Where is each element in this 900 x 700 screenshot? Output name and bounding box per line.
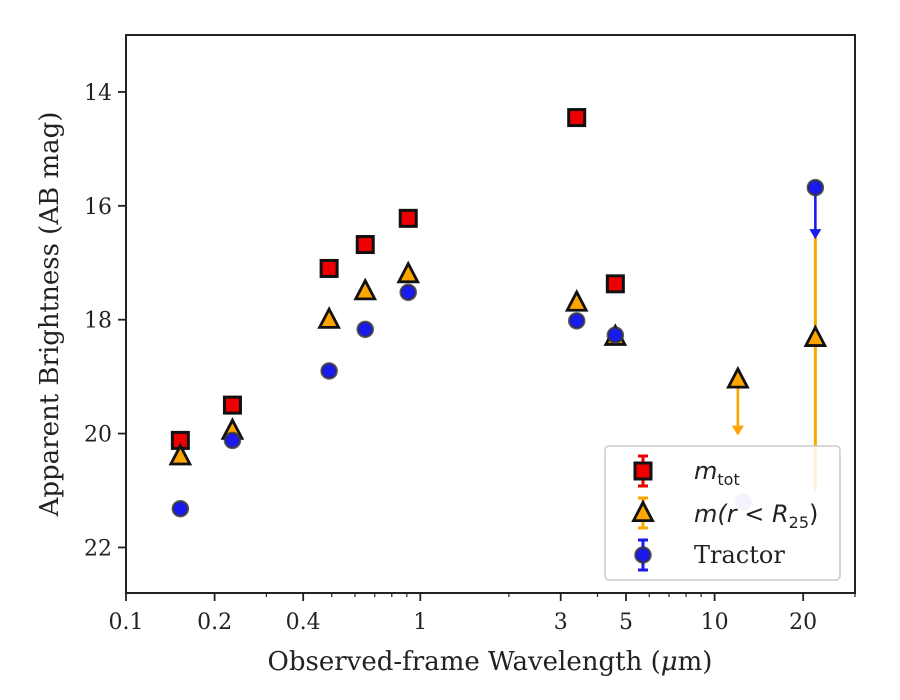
mr25-point-4 <box>396 260 421 284</box>
mr25-point-0 <box>168 442 193 466</box>
tractor-point-6 <box>606 326 625 344</box>
legend-label-mtot: mtot <box>694 457 740 489</box>
x-tick-label-6: 10 <box>701 610 729 635</box>
legend-marker-mr25 <box>631 499 655 523</box>
y-tick-label-0: 14 <box>84 81 112 106</box>
tractor-point-8 <box>806 178 825 197</box>
mr25-point-7 <box>726 365 750 389</box>
mr25-point-7-limit-arrow-head <box>731 425 744 436</box>
tractor-point-5 <box>567 312 586 330</box>
x-tick-label-5: 5 <box>619 610 633 635</box>
legend-marker-tractor <box>634 546 652 564</box>
mtot-point-1 <box>222 395 242 415</box>
x-tick-label-1: 0.2 <box>197 610 232 635</box>
plot-frame <box>125 34 856 594</box>
tractor-point-4 <box>399 283 417 302</box>
tractor-point-8-limit-arrow-head <box>809 229 822 240</box>
mtot-point-3 <box>355 235 375 255</box>
x-axis-title: Observed-frame Wavelength (μm) <box>268 647 713 677</box>
x-tick-label-7: 20 <box>789 610 817 635</box>
mtot-point-4 <box>398 208 418 228</box>
mtot-point-2 <box>319 258 339 278</box>
mr25-point-8 <box>803 324 828 347</box>
tractor-point-3 <box>356 320 374 339</box>
y-tick-label-1: 16 <box>84 195 112 220</box>
x-tick-label-4: 3 <box>554 610 568 635</box>
y-tick-label-2: 18 <box>84 309 112 334</box>
mr25-point-3 <box>353 277 378 301</box>
legend-marker-mtot <box>633 461 653 481</box>
y-tick-label-3: 20 <box>84 423 112 448</box>
legend-box <box>604 445 841 581</box>
tractor-point-2 <box>320 362 338 380</box>
y-axis-title: Apparent Brightness (AB mag) <box>35 112 65 518</box>
x-tick-label-3: 1 <box>413 610 427 635</box>
mr25-point-5 <box>564 289 589 312</box>
legend-label-mr25: m(r < R25) <box>694 500 818 532</box>
x-tick-label-0: 0.1 <box>109 610 144 635</box>
x-tick-label-2: 0.4 <box>286 610 321 635</box>
mtot-point-6 <box>605 274 625 294</box>
tractor-point-0 <box>171 499 190 518</box>
y-tick-label-4: 22 <box>84 536 112 561</box>
legend-label-tractor: Tractor <box>694 541 785 569</box>
mtot-point-5 <box>567 108 587 128</box>
tractor-point-1 <box>223 431 242 450</box>
legend: mtot m(r < R25) Tractor <box>604 445 841 581</box>
mr25-point-2 <box>317 306 341 329</box>
